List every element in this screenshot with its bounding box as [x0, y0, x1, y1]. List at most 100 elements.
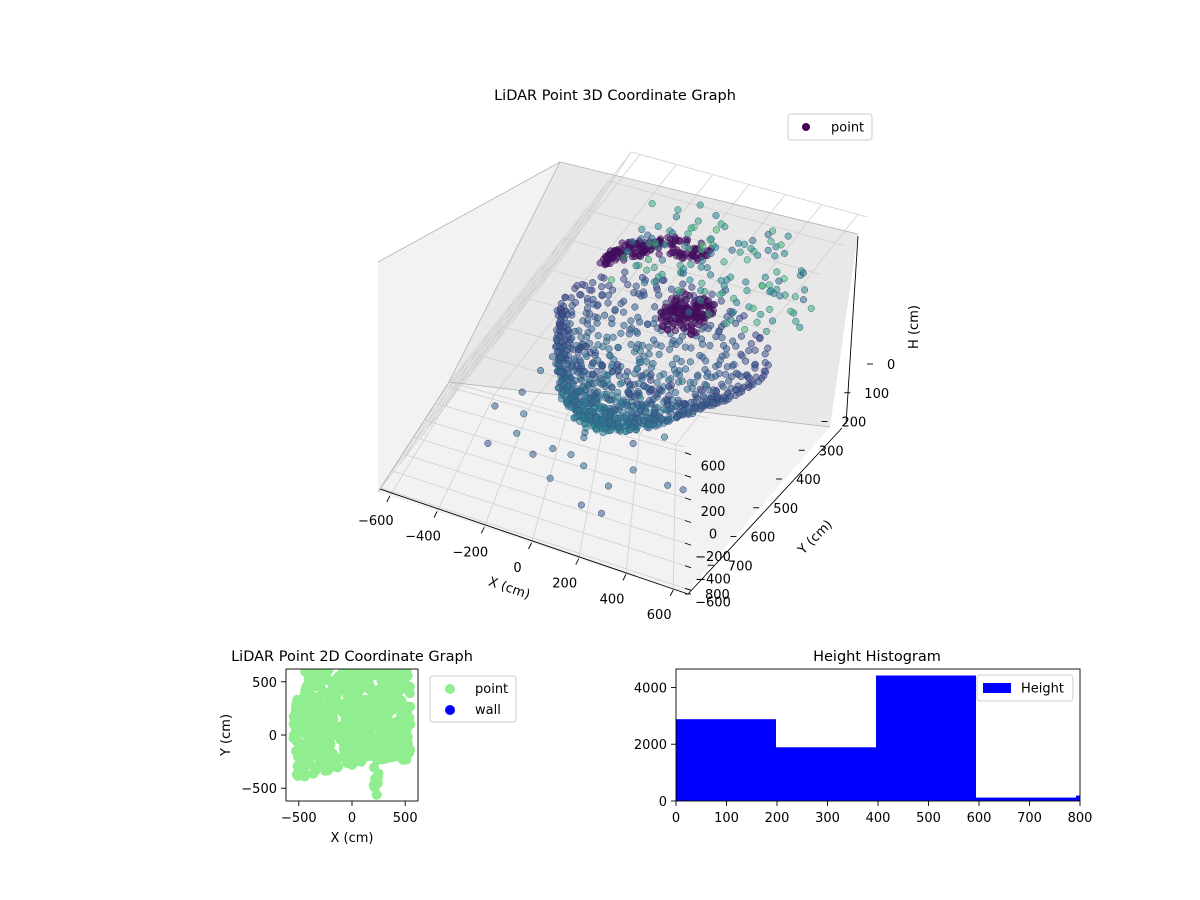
point-3d: [684, 230, 692, 238]
point-3d: [704, 304, 712, 312]
point-3d: [733, 299, 741, 307]
point-3d: [655, 250, 663, 258]
point-3d: [761, 273, 769, 281]
point-3d: [581, 368, 589, 376]
point-3d: [608, 368, 616, 376]
point-3d: [631, 303, 639, 311]
point-3d: [764, 246, 772, 254]
histogram-bar: [776, 747, 876, 801]
point-3d: [672, 388, 680, 397]
point-3d: [559, 389, 567, 397]
pane-edges: [377, 161, 859, 493]
chart-2d-title: LiDAR Point 2D Coordinate Graph: [231, 649, 473, 665]
point-3d: [736, 248, 744, 256]
point-3d: [784, 232, 792, 240]
point-3d: [675, 399, 683, 407]
point-3d: [777, 241, 785, 249]
point-3d: [627, 340, 635, 348]
point-3d: [601, 311, 609, 319]
point-3d: [741, 325, 749, 334]
point-3d: [650, 406, 658, 414]
point-3d: [565, 333, 573, 341]
point-3d: [579, 317, 587, 325]
point-3d: [730, 360, 738, 369]
point-3d: [624, 377, 632, 385]
point-3d: [573, 282, 581, 290]
point-3d: [709, 241, 717, 249]
point-3d: [686, 358, 694, 366]
point-3d: [576, 401, 584, 409]
point-3d: [657, 313, 665, 321]
point-2d: [359, 733, 370, 744]
point-2d: [320, 709, 331, 720]
point-3d: [687, 224, 695, 232]
point-3d: [743, 287, 751, 295]
point-3d: [758, 282, 766, 290]
y-tick-histogram: 2000: [634, 738, 667, 753]
histogram-bar: [676, 719, 776, 801]
point-3d: [576, 356, 584, 364]
point-3d: [567, 451, 575, 459]
point-2d: [399, 720, 410, 731]
point-3d: [742, 357, 750, 365]
legend-label-height: Height: [1021, 682, 1064, 697]
point-3d: [773, 268, 781, 276]
point-3d: [630, 348, 639, 356]
point-2d: [402, 701, 413, 712]
point-3d: [624, 281, 632, 289]
point-3d: [537, 366, 545, 375]
point-3d: [604, 299, 612, 307]
point-3d: [725, 377, 733, 385]
point-3d: [594, 388, 602, 396]
point-3d: [577, 333, 585, 341]
point-3d: [648, 200, 656, 208]
point-3d: [696, 201, 704, 209]
point-2d: [327, 708, 338, 719]
point-3d: [577, 376, 586, 384]
z-tick-3d: 300: [819, 444, 844, 459]
point-3d: [637, 358, 645, 366]
point-3d: [698, 256, 707, 265]
point-3d: [674, 206, 682, 214]
point-3d: [705, 386, 713, 394]
y-tick-3d: 600: [701, 460, 726, 475]
point-3d: [546, 474, 554, 482]
point-3d: [636, 318, 644, 326]
point-3d: [657, 342, 665, 350]
point-3d: [608, 320, 616, 328]
point-3d: [667, 375, 675, 383]
point-3d: [593, 314, 602, 322]
point-3d: [698, 279, 706, 287]
point-2d: [295, 740, 306, 751]
point-2d: [390, 724, 401, 735]
point-2d: [385, 704, 396, 715]
point-3d: [634, 388, 642, 396]
point-3d: [491, 402, 499, 410]
point-3d: [571, 377, 579, 385]
point-3d: [671, 308, 679, 316]
ticks-3d: −600 −400 −200 0 200 400 600 −600 −400 −200 0 200 40…: [358, 358, 895, 623]
legend-histogram: Height: [976, 674, 1074, 702]
point-2d: [319, 741, 330, 752]
point-3d: [755, 377, 763, 385]
point-3d: [630, 381, 638, 389]
point-3d: [729, 337, 737, 345]
point-3d: [621, 414, 629, 422]
point-3d: [581, 343, 589, 351]
point-3d: [729, 308, 737, 316]
point-2d: [392, 692, 403, 703]
point-3d: [620, 254, 628, 262]
chart-3d: LiDAR Point 3D Coordinate Graph −600 −400…: [358, 88, 922, 623]
point-3d: [677, 358, 685, 366]
point-3d: [648, 234, 656, 242]
chart-3d-title: LiDAR Point 3D Coordinate Graph: [494, 88, 736, 104]
point-2d: [303, 755, 314, 766]
point-2d: [367, 738, 378, 749]
point-3d: [665, 382, 673, 391]
point-3d: [518, 388, 526, 396]
point-2d: [394, 682, 405, 693]
point-3d: [665, 414, 673, 422]
point-3d: [662, 308, 670, 316]
point-3d: [677, 249, 685, 257]
point-3d: [606, 396, 614, 404]
